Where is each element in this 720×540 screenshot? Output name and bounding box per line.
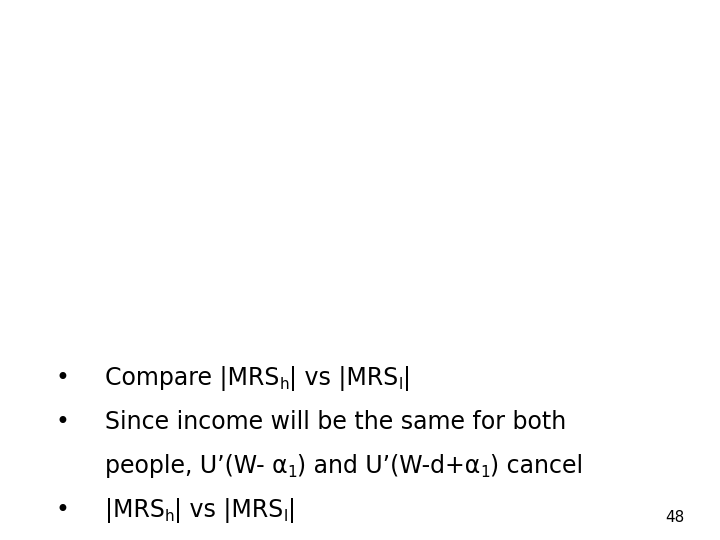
Text: |: |	[402, 366, 410, 391]
Text: 48: 48	[666, 510, 685, 525]
Text: | vs |MRS: | vs |MRS	[174, 498, 284, 523]
Text: 1: 1	[480, 465, 490, 480]
Text: •: •	[55, 498, 69, 522]
Text: people, U’(W- α: people, U’(W- α	[105, 454, 287, 478]
Text: ) and U’(W-d+α: ) and U’(W-d+α	[297, 454, 480, 478]
Text: |: |	[288, 498, 296, 523]
Text: h: h	[165, 509, 174, 524]
Text: l: l	[284, 509, 288, 524]
Text: h: h	[279, 377, 289, 392]
Text: 1: 1	[287, 465, 297, 480]
Text: |MRS: |MRS	[105, 498, 165, 523]
Text: •: •	[55, 366, 69, 390]
Text: ) cancel: ) cancel	[490, 454, 583, 478]
Text: •: •	[55, 410, 69, 434]
Text: Compare |MRS: Compare |MRS	[105, 366, 279, 391]
Text: Since income will be the same for both: Since income will be the same for both	[105, 410, 566, 434]
Text: l: l	[398, 377, 402, 392]
Text: | vs |MRS: | vs |MRS	[289, 366, 398, 391]
